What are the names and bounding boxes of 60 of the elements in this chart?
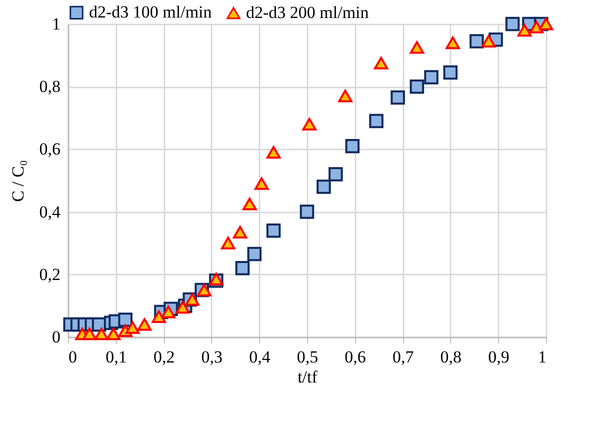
x-tick-label: 0,9 bbox=[488, 348, 510, 366]
point bbox=[410, 79, 424, 94]
point bbox=[161, 306, 176, 318]
point bbox=[118, 312, 132, 327]
point bbox=[424, 70, 438, 84]
y-tick-label: 0,8 bbox=[39, 77, 60, 96]
x-tick-label: 0,8 bbox=[440, 348, 462, 366]
point bbox=[266, 223, 281, 238]
point bbox=[266, 146, 281, 159]
point bbox=[470, 34, 484, 48]
point bbox=[517, 24, 532, 37]
x-tick-label: 0,2 bbox=[153, 348, 175, 366]
point bbox=[443, 65, 458, 80]
point bbox=[235, 261, 250, 276]
legend-label: d2-d3 100 ml/min bbox=[89, 2, 212, 22]
point bbox=[254, 177, 269, 190]
point bbox=[125, 321, 140, 334]
point bbox=[152, 310, 166, 323]
point bbox=[316, 180, 331, 194]
point bbox=[374, 56, 388, 70]
x-tick-label: 0 bbox=[68, 348, 77, 366]
point bbox=[390, 90, 405, 105]
point bbox=[446, 36, 460, 50]
point bbox=[338, 90, 352, 102]
point bbox=[529, 20, 544, 34]
x-tick-label: 0,1 bbox=[106, 348, 127, 366]
point bbox=[94, 328, 109, 340]
point bbox=[302, 118, 317, 130]
point bbox=[300, 204, 314, 219]
point bbox=[137, 318, 152, 331]
x-tick-label: 0,7 bbox=[392, 348, 414, 366]
point bbox=[369, 114, 384, 128]
y-tick-label: 1 bbox=[52, 14, 60, 34]
y-tick-label: 0,6 bbox=[39, 140, 60, 159]
point bbox=[221, 236, 236, 250]
y-axis-title: C / C₀ bbox=[8, 160, 28, 202]
x-tick-label: 0,5 bbox=[296, 348, 318, 366]
point bbox=[345, 138, 360, 154]
point bbox=[176, 300, 190, 314]
y-tick-label: 0,4 bbox=[39, 202, 61, 222]
point bbox=[209, 272, 224, 286]
point bbox=[247, 246, 262, 262]
point bbox=[106, 328, 121, 340]
point bbox=[197, 284, 212, 296]
point bbox=[242, 198, 257, 210]
x-tick-label: 1 bbox=[538, 348, 546, 366]
point bbox=[410, 41, 424, 54]
point bbox=[538, 18, 554, 30]
x-axis-title: t/tf bbox=[298, 368, 318, 386]
x-tick-label: 0,3 bbox=[201, 348, 223, 366]
point bbox=[328, 167, 343, 182]
point bbox=[82, 328, 97, 340]
y-tick-label: 0,2 bbox=[39, 264, 60, 284]
y-tick-label: 0 bbox=[52, 328, 60, 346]
point bbox=[232, 226, 248, 238]
x-tick-label: 0,4 bbox=[249, 348, 271, 366]
point bbox=[505, 16, 520, 32]
legend-label: d2-d3 200 ml/min bbox=[246, 3, 370, 22]
x-tick-label: 0,6 bbox=[344, 348, 366, 366]
point bbox=[482, 34, 496, 48]
